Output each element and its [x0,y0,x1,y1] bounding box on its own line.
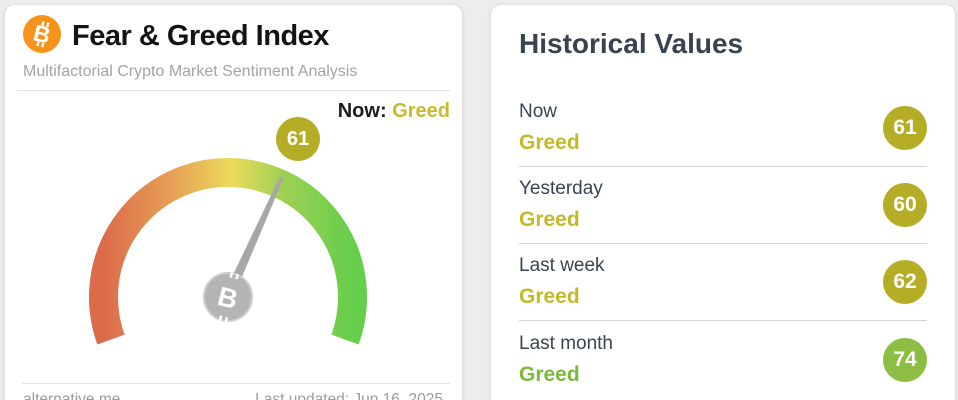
value-badge: 61 [883,106,927,150]
history-row-last-month: Last month Greed 74 [519,321,927,398]
gauge-area: Now: Greed B [5,91,462,381]
classification-label: Greed [519,208,580,231]
gauge-track [89,158,367,345]
historical-values-card: Historical Values Now Greed 61 Yesterday… [491,5,955,400]
period-label: Now [519,101,558,122]
historical-values-title: Historical Values [519,28,744,59]
classification-label: Greed [519,285,580,308]
value-badge: 74 [883,337,927,382]
footer-divider [22,383,450,384]
now-reading: Now: Greed [338,100,450,123]
history-row-now: Now Greed 61 [519,90,927,167]
period-label: Last week [519,255,605,276]
history-row-yesterday: Yesterday Greed 60 [519,167,927,244]
last-updated-text: Last updated: Jun 16, 2025 [255,391,443,400]
now-classification: Greed [392,100,450,122]
period-label: Last month [519,332,613,354]
history-row-last-week: Last week Greed 62 [519,244,927,321]
gauge-needle [223,176,284,300]
header-divider [17,90,450,91]
fear-greed-card: B Fear & Greed Index Multifactorial Cryp… [5,5,462,400]
widget-title: Fear & Greed Index [72,20,329,52]
value-badge: 62 [883,260,927,304]
period-label: Yesterday [519,178,603,199]
classification-label: Greed [519,362,580,386]
gauge-dial: B [89,158,367,345]
classification-label: Greed [519,131,580,154]
historical-rows: Now Greed 61 Yesterday Greed 60 Last wee… [519,90,927,398]
gauge-value-badge: 61 [276,117,320,161]
fear-greed-header: B Fear & Greed Index [5,5,462,58]
widget-subtitle: Multifactorial Crypto Market Sentiment A… [23,63,358,80]
source-link[interactable]: alternative.me [23,391,121,400]
value-badge: 60 [883,183,927,227]
gauge-hub-bitcoin-icon: B [203,272,253,323]
bitcoin-icon: B [23,15,61,58]
fear-greed-footer: alternative.me Last updated: Jun 16, 202… [17,383,450,400]
now-label: Now: [337,100,387,122]
